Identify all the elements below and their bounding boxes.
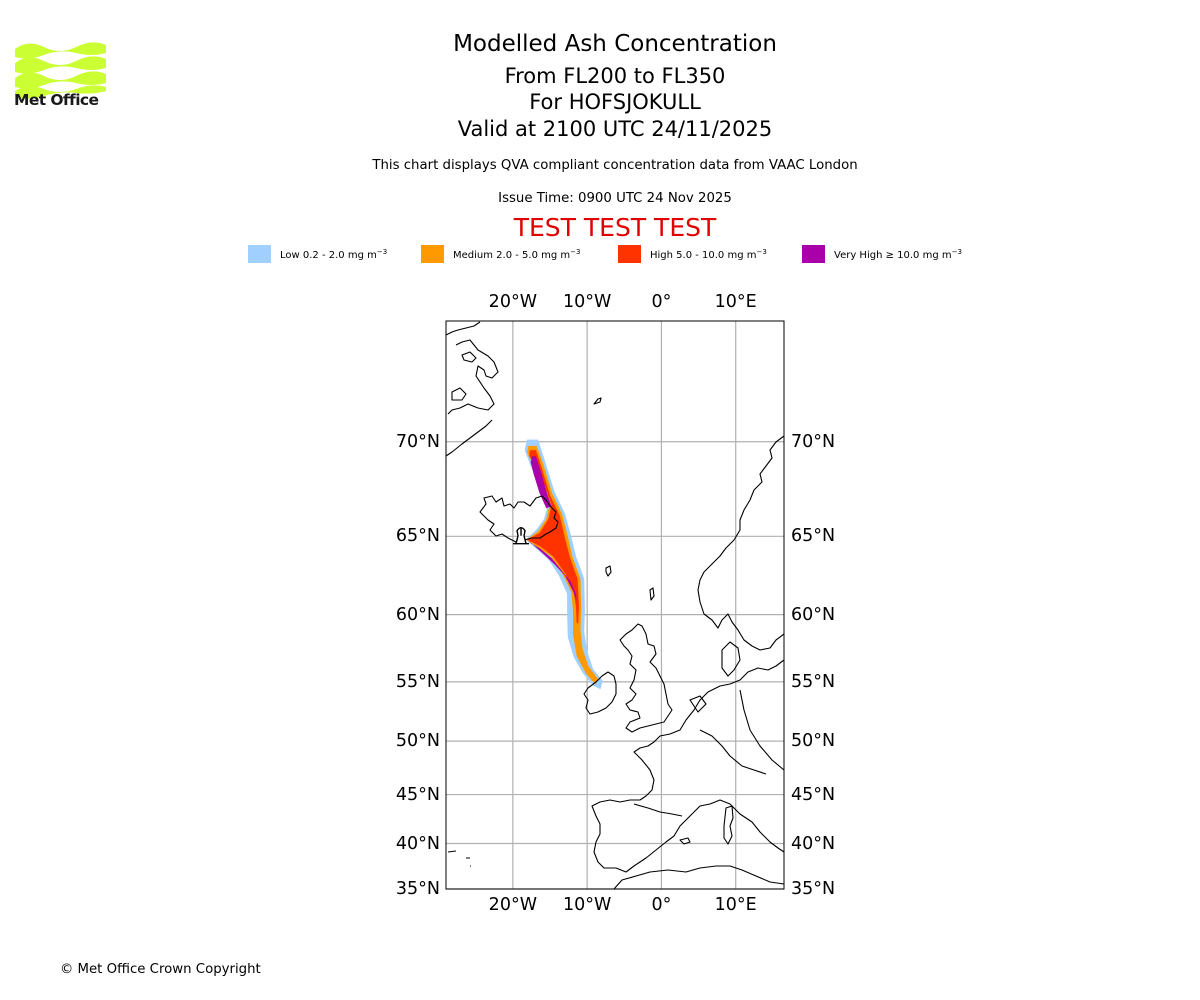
coastline-greenland-fjord <box>451 351 477 401</box>
issue-time: Issue Time: 0900 UTC 24 Nov 2025 <box>498 191 732 206</box>
legend-swatch-low <box>248 245 271 263</box>
lat-tick-label-right: 50°N <box>791 731 836 752</box>
logo-wave-4 <box>15 85 106 99</box>
lon-tick-label-bottom: 10°W <box>562 895 612 915</box>
lon-tick-label-top: 10°W <box>562 292 612 312</box>
lon-tick-label-bottom: 0° <box>651 895 672 915</box>
lat-tick-label-left: 55°N <box>395 671 440 692</box>
coastline-continental-europe <box>591 659 785 873</box>
met-office-logo-icon <box>15 42 106 99</box>
lon-tick-label-bottom: 20°W <box>488 895 538 915</box>
graticule <box>446 321 784 890</box>
lat-tick-label-right: 35°N <box>791 879 836 899</box>
coastline-faroe <box>605 565 612 577</box>
coastline-scandinavia <box>697 435 785 651</box>
lat-tick-label-left: 35°N <box>395 879 440 899</box>
lat-tick-label-right: 55°N <box>791 671 836 692</box>
lat-tick-label-right: 45°N <box>791 784 836 805</box>
legend-item-medium: Medium 2.0 - 5.0 mg m−3 <box>421 244 580 264</box>
lat-tick-label-left: 65°N <box>395 526 440 547</box>
lat-tick-label-left: 70°N <box>395 431 440 452</box>
coastline-greenland <box>445 321 499 457</box>
logo-wave-2 <box>15 56 106 74</box>
legend-item-high: High 5.0 - 10.0 mg m−3 <box>618 244 767 264</box>
legend-item-very-high: Very High ≥ 10.0 mg m−3 <box>802 244 962 264</box>
coastline-balearics <box>679 837 691 845</box>
lon-tick-label-top: 0° <box>651 292 672 312</box>
lon-tick-label-bottom: 10°E <box>714 895 757 915</box>
coastline-ireland <box>583 671 617 715</box>
legend-swatch-very-high <box>802 245 825 263</box>
coastline-great-britain <box>619 623 673 733</box>
ash-plume <box>524 439 603 690</box>
legend-swatch-high <box>618 245 641 263</box>
legend-swatch-medium <box>421 245 444 263</box>
lat-tick-label-right: 40°N <box>791 833 836 854</box>
coastline-shetland <box>649 587 655 601</box>
lat-tick-label-right: 60°N <box>791 604 836 625</box>
copyright-notice: © Met Office Crown Copyright <box>60 962 261 977</box>
coastline-denmark <box>721 641 741 677</box>
chart-title: Modelled Ash Concentration <box>453 31 777 57</box>
coastline-jan-mayen <box>593 397 602 405</box>
volcano-icon <box>513 527 530 545</box>
volcano-marker-icon <box>513 527 530 545</box>
lat-tick-label-left: 60°N <box>395 604 440 625</box>
lat-tick-label-right: 70°N <box>791 431 836 452</box>
legend-label-high: High 5.0 - 10.0 mg m−3 <box>650 247 767 261</box>
coastline-corsica-sardinia <box>723 805 734 845</box>
coastline-atlantic-islands <box>447 850 471 867</box>
coastlines <box>445 321 785 890</box>
lat-tick-label-left: 40°N <box>395 833 440 854</box>
plume-area-very-high <box>530 456 552 509</box>
legend-item-low: Low 0.2 - 2.0 mg m−3 <box>248 244 387 264</box>
border-france-spain <box>633 803 683 817</box>
test-banner: TEST TEST TEST <box>513 213 717 242</box>
logo-wave-1 <box>15 42 106 59</box>
lat-tick-label-left: 50°N <box>395 731 440 752</box>
flight-level-range: From FL200 to FL350 <box>504 64 726 88</box>
map-frame <box>445 320 785 890</box>
legend-label-very-high: Very High ≥ 10.0 mg m−3 <box>834 247 962 261</box>
volcano-name: For HOFSJOKULL <box>529 90 701 114</box>
plume-area-high <box>527 450 579 624</box>
logo-text: Met Office <box>14 91 99 109</box>
lat-tick-label-right: 65°N <box>791 526 836 547</box>
coastline-north-africa <box>613 865 785 890</box>
legend-label-medium: Medium 2.0 - 5.0 mg m−3 <box>453 247 581 261</box>
logo-wave-3 <box>15 71 106 89</box>
chart-description: This chart displays QVA compliant concen… <box>372 158 858 173</box>
borders-europe <box>689 689 785 775</box>
lon-tick-label-top: 20°W <box>488 292 538 312</box>
coastline-iceland <box>479 495 559 543</box>
lat-tick-label-left: 45°N <box>395 784 440 805</box>
lon-tick-label-top: 10°E <box>714 292 757 312</box>
legend-label-low: Low 0.2 - 2.0 mg m−3 <box>280 247 388 261</box>
valid-time: Valid at 2100 UTC 24/11/2025 <box>457 117 773 141</box>
